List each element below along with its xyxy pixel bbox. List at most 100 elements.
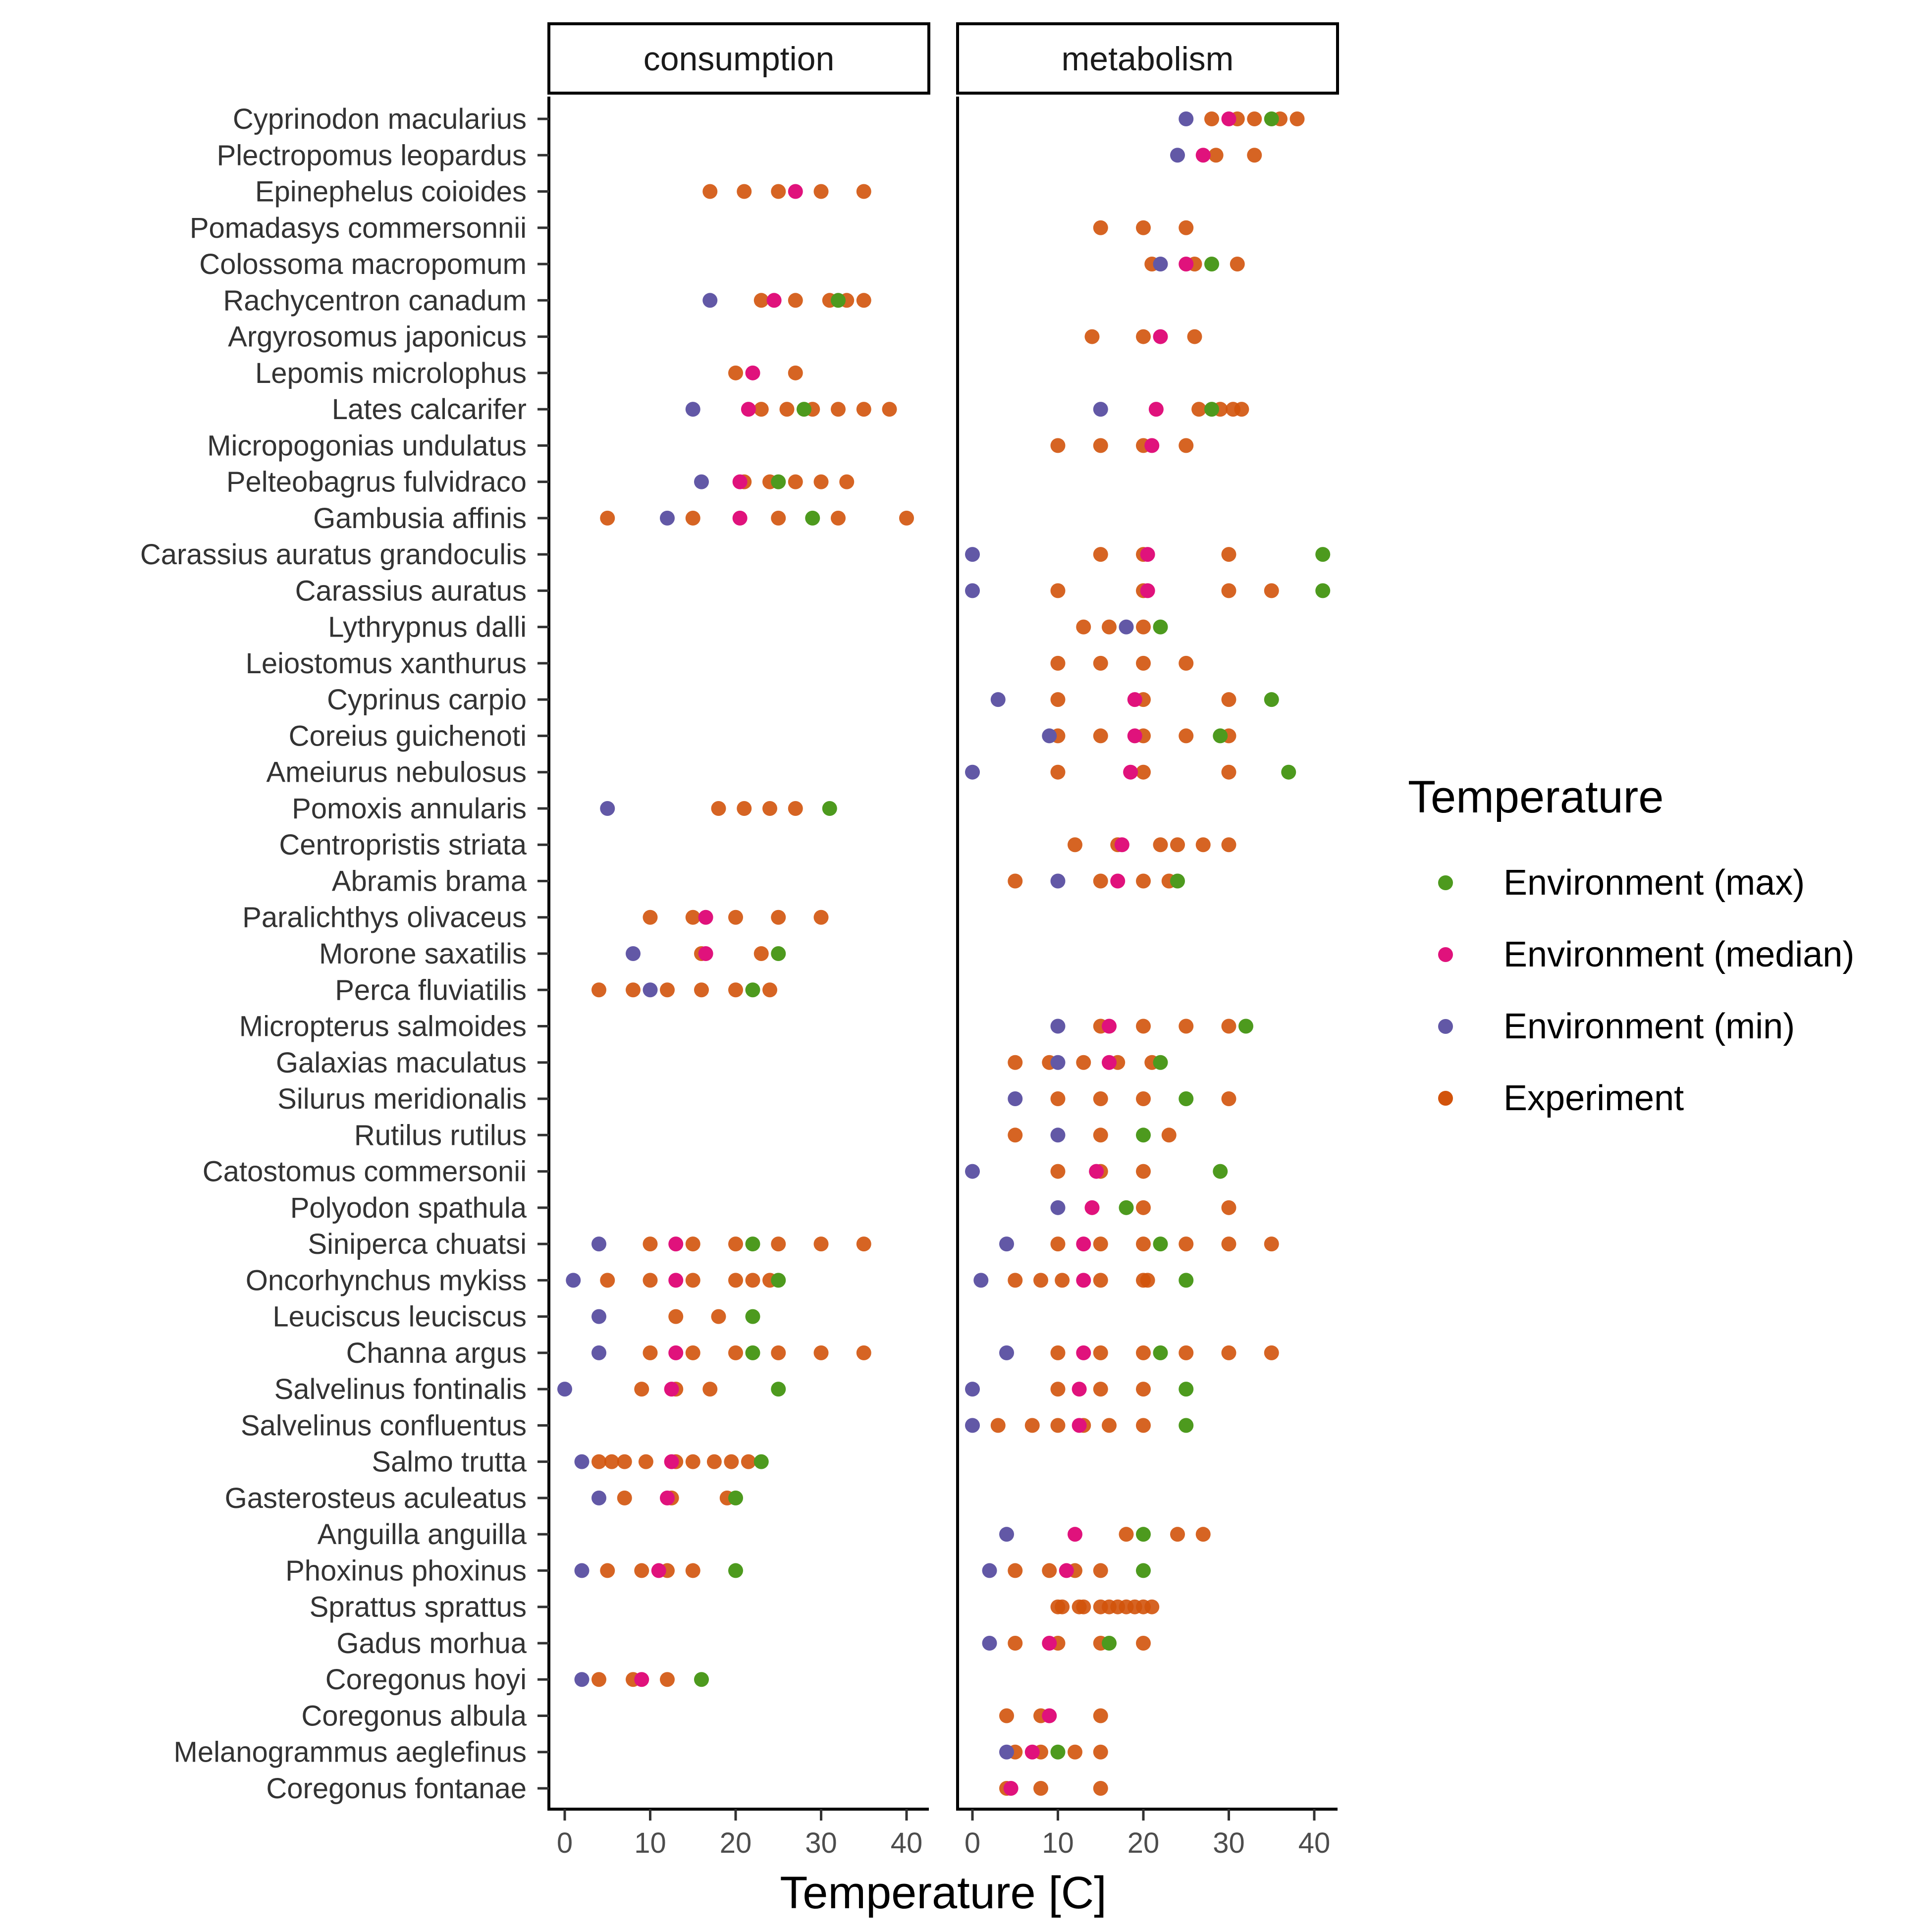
point-environment-max	[1213, 1164, 1228, 1179]
point-environment-min	[982, 1635, 997, 1651]
point-experiment	[591, 1454, 606, 1469]
point-environment-min	[694, 474, 709, 489]
point-experiment	[1093, 1236, 1108, 1252]
y-tick-label: Rutilus rutilus	[354, 1119, 527, 1151]
point-environment-median	[664, 1454, 679, 1469]
point-environment-min	[702, 293, 718, 308]
point-environment-max	[745, 1236, 760, 1252]
point-experiment	[685, 1454, 700, 1469]
point-experiment	[643, 1345, 658, 1360]
point-environment-min	[660, 510, 675, 526]
point-experiment	[813, 910, 829, 925]
point-experiment	[1136, 1164, 1151, 1179]
point-environment-min	[999, 1527, 1014, 1542]
point-environment-min	[574, 1563, 590, 1578]
point-environment-median	[1084, 1200, 1100, 1215]
point-environment-min	[1008, 1091, 1023, 1107]
point-environment-max	[1136, 1527, 1151, 1542]
point-experiment	[1093, 1563, 1108, 1578]
point-environment-max	[1213, 728, 1228, 744]
point-environment-median	[1102, 1019, 1117, 1034]
y-tick-label: Lythrypnus dalli	[328, 611, 527, 644]
point-environment-min	[1179, 111, 1194, 126]
point-experiment	[856, 1236, 871, 1252]
point-environment-median	[1042, 1708, 1057, 1723]
y-tick-label: Plectropomus leopardus	[217, 139, 527, 171]
point-experiment	[685, 1563, 700, 1578]
point-environment-min	[566, 1273, 581, 1288]
point-experiment	[1153, 837, 1168, 853]
point-experiment	[831, 510, 846, 526]
point-experiment	[728, 1236, 743, 1252]
point-experiment	[1179, 655, 1194, 671]
point-experiment	[617, 1490, 632, 1505]
y-tick-label: Leuciscus leuciscus	[272, 1301, 527, 1333]
point-environment-min	[965, 1164, 980, 1179]
panel-consumption-axes	[547, 97, 929, 1811]
point-environment-median	[1123, 764, 1138, 780]
legend-label: Environment (median)	[1503, 935, 1854, 974]
point-experiment	[1221, 1019, 1236, 1034]
point-environment-max	[1179, 1273, 1194, 1288]
point-experiment	[1068, 837, 1082, 853]
point-experiment	[1093, 873, 1108, 889]
point-environment-min	[1093, 402, 1108, 417]
point-experiment	[771, 510, 786, 526]
point-environment-median	[698, 910, 713, 925]
point-experiment	[1195, 837, 1211, 853]
point-environment-median	[1110, 873, 1126, 889]
point-experiment	[1093, 655, 1108, 671]
point-environment-min	[591, 1309, 606, 1324]
y-tick-label: Centropristis striata	[279, 829, 527, 861]
y-tick-label: Anguilla anguilla	[318, 1518, 527, 1551]
point-environment-min	[1050, 873, 1066, 889]
point-experiment	[1136, 220, 1151, 235]
point-experiment	[1179, 1019, 1194, 1034]
point-experiment	[1042, 1563, 1057, 1578]
point-experiment	[882, 402, 897, 417]
point-environment-max	[771, 1273, 786, 1288]
point-experiment	[643, 910, 658, 925]
point-environment-max	[1153, 619, 1168, 635]
point-experiment	[1050, 764, 1066, 780]
point-experiment	[591, 982, 606, 998]
point-experiment	[813, 474, 829, 489]
y-tick-label: Morone saxatilis	[319, 938, 527, 970]
point-environment-min	[685, 402, 700, 417]
point-experiment	[1264, 583, 1279, 598]
point-experiment	[626, 982, 641, 998]
point-environment-median	[1221, 111, 1236, 126]
point-experiment	[728, 365, 743, 380]
point-environment-median	[1140, 583, 1155, 598]
point-experiment	[728, 982, 743, 998]
y-tick-label: Micropterus salmoides	[239, 1011, 527, 1043]
point-environment-min	[1119, 619, 1134, 635]
point-environment-max	[745, 1309, 760, 1324]
point-experiment	[706, 1454, 722, 1469]
x-tick-label: 20	[1127, 1827, 1160, 1859]
point-environment-median	[651, 1563, 666, 1578]
point-experiment	[753, 402, 769, 417]
point-experiment	[1221, 692, 1236, 707]
y-tick-label: Epinephelus coioides	[255, 176, 527, 208]
point-experiment	[702, 184, 718, 199]
facet-label-consumption: consumption	[644, 40, 835, 78]
point-environment-median	[668, 1273, 684, 1288]
point-environment-min	[557, 1382, 572, 1397]
point-environment-min	[643, 982, 658, 998]
point-experiment	[1247, 148, 1262, 163]
y-tick-label: Silurus meridionalis	[277, 1083, 527, 1115]
point-environment-min	[1170, 148, 1185, 163]
point-experiment	[1050, 1382, 1066, 1397]
point-environment-min	[1050, 1127, 1066, 1143]
point-experiment	[1136, 873, 1151, 889]
point-experiment	[1140, 1273, 1155, 1288]
point-experiment	[788, 474, 803, 489]
point-experiment	[771, 1236, 786, 1252]
y-tick-label: Lepomis microlophus	[255, 357, 527, 389]
point-environment-max	[1050, 1744, 1066, 1760]
point-experiment	[1093, 1273, 1108, 1288]
point-environment-max	[753, 1454, 769, 1469]
point-environment-median	[732, 474, 748, 489]
